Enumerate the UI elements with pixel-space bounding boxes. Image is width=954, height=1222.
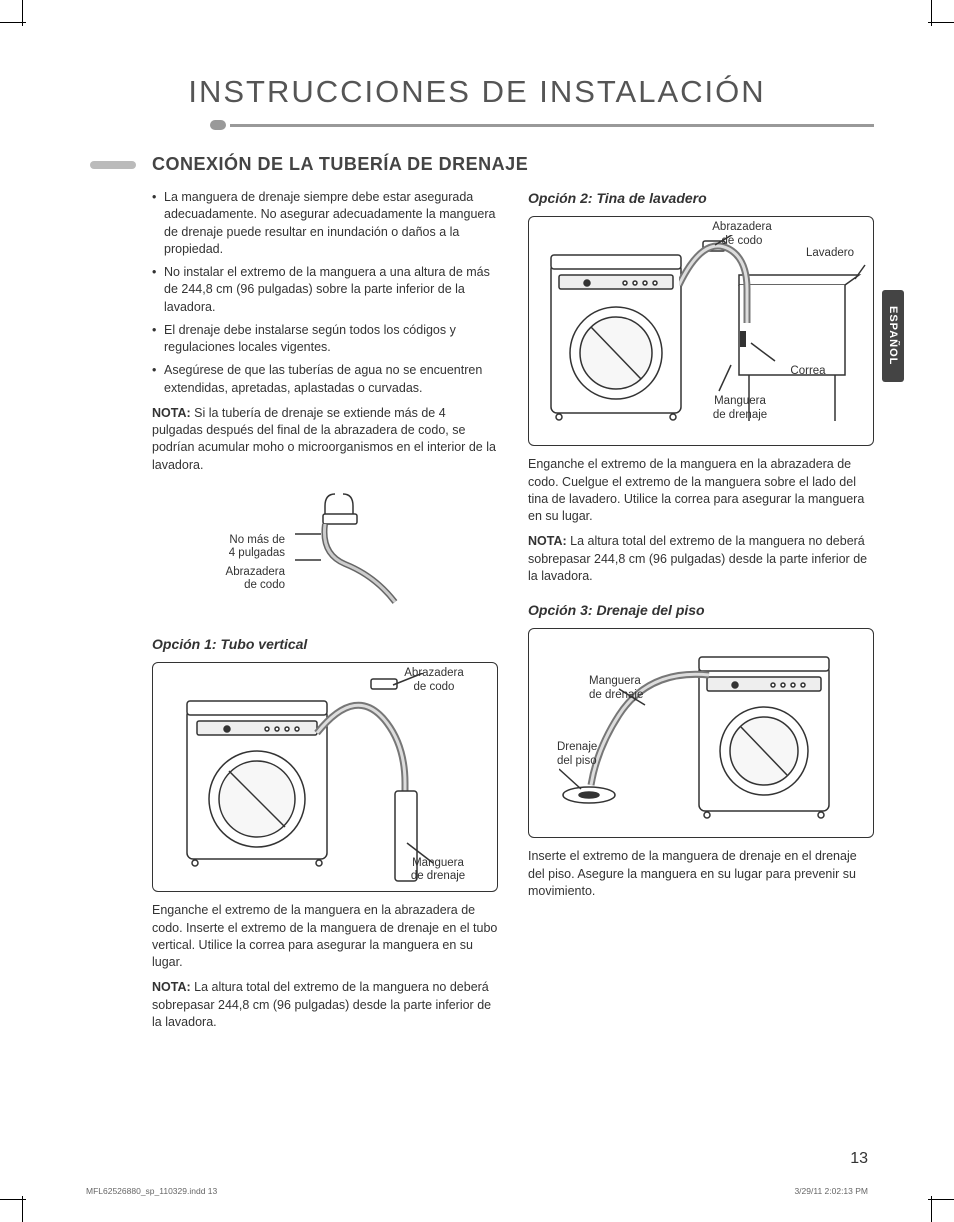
option2-para: Enganche el extremo de la manguera en la… [528,456,874,525]
main-title: INSTRUCCIONES DE INSTALACIÓN [80,74,874,110]
note-text: La altura total del extremo de la mangue… [152,980,491,1029]
fig-label: Drenaje del piso [557,741,637,767]
title-rule [80,120,874,130]
crop-mark [931,0,932,26]
fig-label: No más de 4 pulgadas [185,534,285,560]
figure-elbow: No más de 4 pulgadas Abrazadera de codo [225,484,425,619]
option3-para: Inserte el extremo de la manguera de dre… [528,848,874,900]
fig-label: Abrazadera de codo [389,667,479,693]
option3-title: Opción 3: Drenaje del piso [528,601,874,620]
section-title: CONEXIÓN DE LA TUBERÍA DE DRENAJE [152,154,528,175]
bullet-item: El drenaje debe instalarse según todos l… [152,322,498,357]
option1-title: Opción 1: Tubo vertical [152,635,498,654]
fig-label: Correa [773,365,843,378]
left-column: La manguera de drenaje siempre debe esta… [152,189,498,1039]
crop-mark [22,1196,23,1222]
footer-timestamp: 3/29/11 2:02:13 PM [794,1186,868,1196]
fig-label: Manguera de drenaje [695,395,785,421]
option2-title: Opción 2: Tina de lavadero [528,189,874,208]
language-tab: ESPAÑOL [882,290,904,382]
fig-label: Manguera de drenaje [589,675,679,701]
intro-note: NOTA: Si la tubería de drenaje se extien… [152,405,498,474]
section-heading-row: CONEXIÓN DE LA TUBERÍA DE DRENAJE [90,154,874,175]
crop-mark [931,1196,932,1222]
page-number: 13 [850,1150,868,1168]
figure-option1: Abrazadera de codo Manguera de drenaje [152,662,498,892]
bullet-item: La manguera de drenaje siempre debe esta… [152,189,498,258]
fig-label: Abrazadera de codo [697,221,787,247]
note-text: Si la tubería de drenaje se extiende más… [152,406,496,472]
right-column: Opción 2: Tina de lavadero [528,189,874,1039]
option2-note: NOTA: La altura total del extremo de la … [528,533,874,585]
fig-label: Lavadero [795,247,865,260]
section-pill-icon [90,161,136,169]
bullet-item: No instalar el extremo de la manguera a … [152,264,498,316]
option1-para: Enganche el extremo de la manguera en la… [152,902,498,971]
footer-file: MFL62526880_sp_110329.indd 13 [86,1186,217,1196]
fig-label: Abrazadera de codo [185,566,285,592]
hose-standpipe-icon [313,673,463,883]
two-column-layout: La manguera de drenaje siempre debe esta… [152,189,874,1039]
note-label: NOTA: [152,980,191,994]
note-label: NOTA: [528,534,567,548]
figure-option2: Abrazadera de codo Lavadero Correa Mangu… [528,216,874,446]
footer: MFL62526880_sp_110329.indd 13 3/29/11 2:… [86,1186,868,1196]
figure-option3: Manguera de drenaje Drenaje del piso [528,628,874,838]
intro-bullets: La manguera de drenaje siempre debe esta… [152,189,498,397]
note-label: NOTA: [152,406,191,420]
page: INSTRUCCIONES DE INSTALACIÓN CONEXIÓN DE… [0,0,954,1222]
option1-note: NOTA: La altura total del extremo de la … [152,979,498,1031]
language-tab-label: ESPAÑOL [887,306,899,365]
bullet-item: Asegúrese de que las tuberías de agua no… [152,362,498,397]
note-text: La altura total del extremo de la mangue… [528,534,867,583]
crop-mark [22,0,23,26]
fig-label: Manguera de drenaje [393,857,483,883]
